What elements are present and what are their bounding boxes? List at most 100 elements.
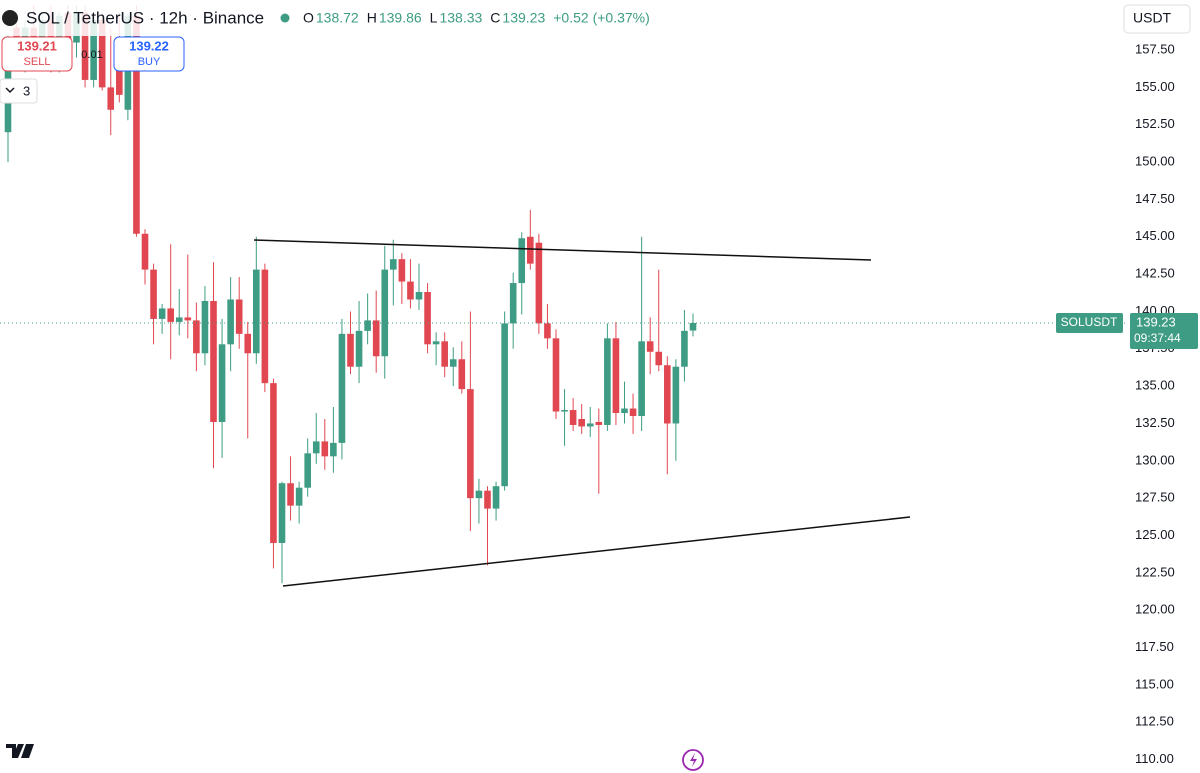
candle-body [193,320,200,354]
candle-body [561,410,568,412]
candle-body [595,421,603,425]
candle-body [321,441,329,457]
trend-line [253,239,872,261]
price-axis: 157.50 155.00 152.50 150.00 147.50 145.00 142.… [1128,36,1200,773]
y-tick-label: 115.00 [1135,676,1174,691]
candle-body [167,308,174,322]
legend-value: 139.86 [379,10,422,26]
legend-value: 138.72 [316,10,359,26]
buy-button[interactable] [113,36,185,72]
candle-body [107,87,115,110]
currency-button[interactable] [1123,4,1191,34]
candle-body [424,292,431,345]
legend-key: L [430,10,438,26]
candle-body [552,338,560,412]
header-bg [0,0,700,36]
symbol-icon [2,10,18,26]
candle-body [492,486,500,509]
candle-body [484,490,491,509]
symbol-tag [1056,312,1123,333]
candle-body [449,359,457,367]
price-tag: SOLUSDT 139.23 09:37:44 [1056,312,1198,349]
y-tick-label: 147.50 [1135,191,1175,206]
candle-body [604,338,611,425]
y-tick-label: 120.00 [1135,602,1175,617]
candle-body [638,341,645,417]
y-tick-label: 130.00 [1135,452,1175,467]
candle-body [646,341,654,352]
candle-body [244,333,252,354]
candle-body [629,408,637,417]
candle-body [544,323,551,339]
trend-line [282,516,911,587]
price-tag-box [1130,312,1198,349]
buy-label: BUY [138,56,161,68]
candle-body [270,383,277,543]
status-dot [280,13,290,23]
symbol: SOL / TetherUS · 12h · Binance [26,8,264,27]
candle-body [98,20,106,88]
sell-price: 139.21 [17,38,57,53]
candle-body [158,308,166,319]
tradingview-logo [6,744,34,758]
candle-body [372,320,380,357]
candle-body [304,453,311,488]
y-tick-label: 132.50 [1135,415,1175,430]
buy-price: 139.22 [129,38,169,53]
candle-body [672,366,680,424]
candle-body [664,365,671,424]
candle-body [218,344,226,422]
indicator-count: 3 [23,83,30,98]
y-tick-label: 127.50 [1135,490,1175,505]
y-tick-label: 135.00 [1135,378,1175,393]
legend-change: +0.52 (+0.37%) [553,10,650,26]
candle-body [407,281,414,300]
candle-body [141,233,149,270]
candle-body [227,299,234,345]
y-tick-label: 152.50 [1135,116,1175,131]
candle-body [535,242,543,324]
sell-button[interactable] [1,36,73,72]
axis-bg [1128,36,1200,773]
candle-body [253,269,260,354]
candle-body [90,20,97,80]
candle-body [81,12,89,80]
candle-body [287,483,294,506]
candle-body [475,490,483,499]
candle-body [621,408,628,414]
currency: USDT [1133,10,1172,26]
candle-body [518,238,526,284]
legend-key: H [367,10,377,26]
legend-value: 139.23 [502,10,545,26]
candle-body [390,259,397,270]
candle-body [312,441,320,454]
chevron [5,87,15,94]
y-tick-label: 157.50 [1135,41,1175,56]
candle-body [432,341,440,345]
ohlc-legend: O 138.72 H 139.86 L 138.33 C 139.23 +0.52 (+0.37… [303,10,650,26]
candle-body [655,351,663,366]
sell-label: SELL [24,56,51,68]
y-tick-label: 150.00 [1135,154,1175,169]
candle-body [398,259,406,282]
candle-body [569,410,577,425]
candle-body [415,292,423,300]
y-tick-label: 117.50 [1135,639,1174,654]
price-tag-price: 139.23 [1136,314,1176,329]
indicator-toggle[interactable] [0,78,38,104]
candle-body [210,300,217,422]
candle-body [355,330,363,367]
candle-body [175,317,183,322]
candle-body [364,320,371,331]
candle-body [612,338,620,414]
candle-body [501,323,508,487]
y-tick-label: 110.00 [1135,751,1174,766]
legend-key: C [490,10,500,26]
candle-body [201,300,209,354]
candle-body [261,269,269,384]
candle-body [509,283,517,324]
candle-body [578,418,585,427]
y-tick-label: 145.00 [1135,228,1175,243]
spread: 0.01 [81,49,102,61]
candle-body [586,423,594,427]
